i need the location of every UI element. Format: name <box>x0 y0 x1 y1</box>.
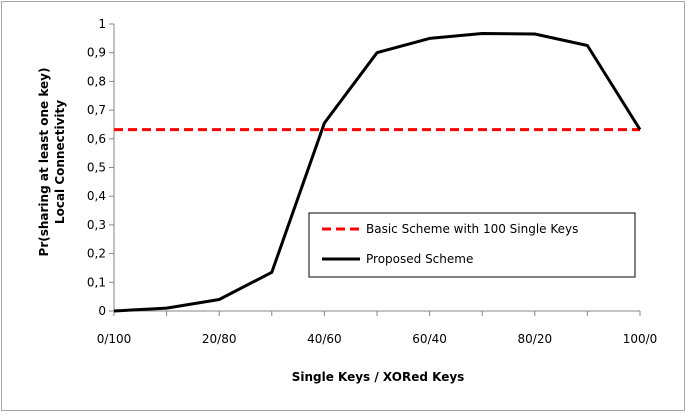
y-tick-label: 0,2 <box>87 247 106 261</box>
x-tick-label: 20/80 <box>202 332 237 346</box>
y-tick-label: 0,4 <box>87 189 106 203</box>
legend-label-1: Basic Scheme with 100 Single Keys <box>366 222 578 236</box>
y-tick-label: 0,6 <box>87 132 106 146</box>
y-tick-label: 0,5 <box>87 161 106 175</box>
x-tick-label: 100/0 <box>623 332 658 346</box>
x-tick-label: 80/20 <box>518 332 553 346</box>
y-tick-label: 0,8 <box>87 74 106 88</box>
x-axis-title: Single Keys / XORed Keys <box>292 370 465 384</box>
legend-box <box>308 212 636 278</box>
y-tick-label: 0,7 <box>87 103 106 117</box>
y-tick-label: 0 <box>98 304 106 318</box>
y-tick-label: 0,9 <box>87 46 106 60</box>
x-tick-label: 0/100 <box>97 332 132 346</box>
y-tick-label: 1 <box>98 17 106 31</box>
x-tick-label: 60/40 <box>412 332 447 346</box>
legend-label-2: Proposed Scheme <box>366 252 473 266</box>
y-tick-label: 0,1 <box>87 275 106 289</box>
x-tick-label: 40/60 <box>307 332 342 346</box>
y-axis-title-line-1: Pr(sharing at least one key) <box>37 68 51 257</box>
series-line-2 <box>113 32 642 313</box>
y-tick-label: 0,3 <box>87 218 106 232</box>
y-axis-title-line-2: Local Connectivity <box>53 100 67 224</box>
